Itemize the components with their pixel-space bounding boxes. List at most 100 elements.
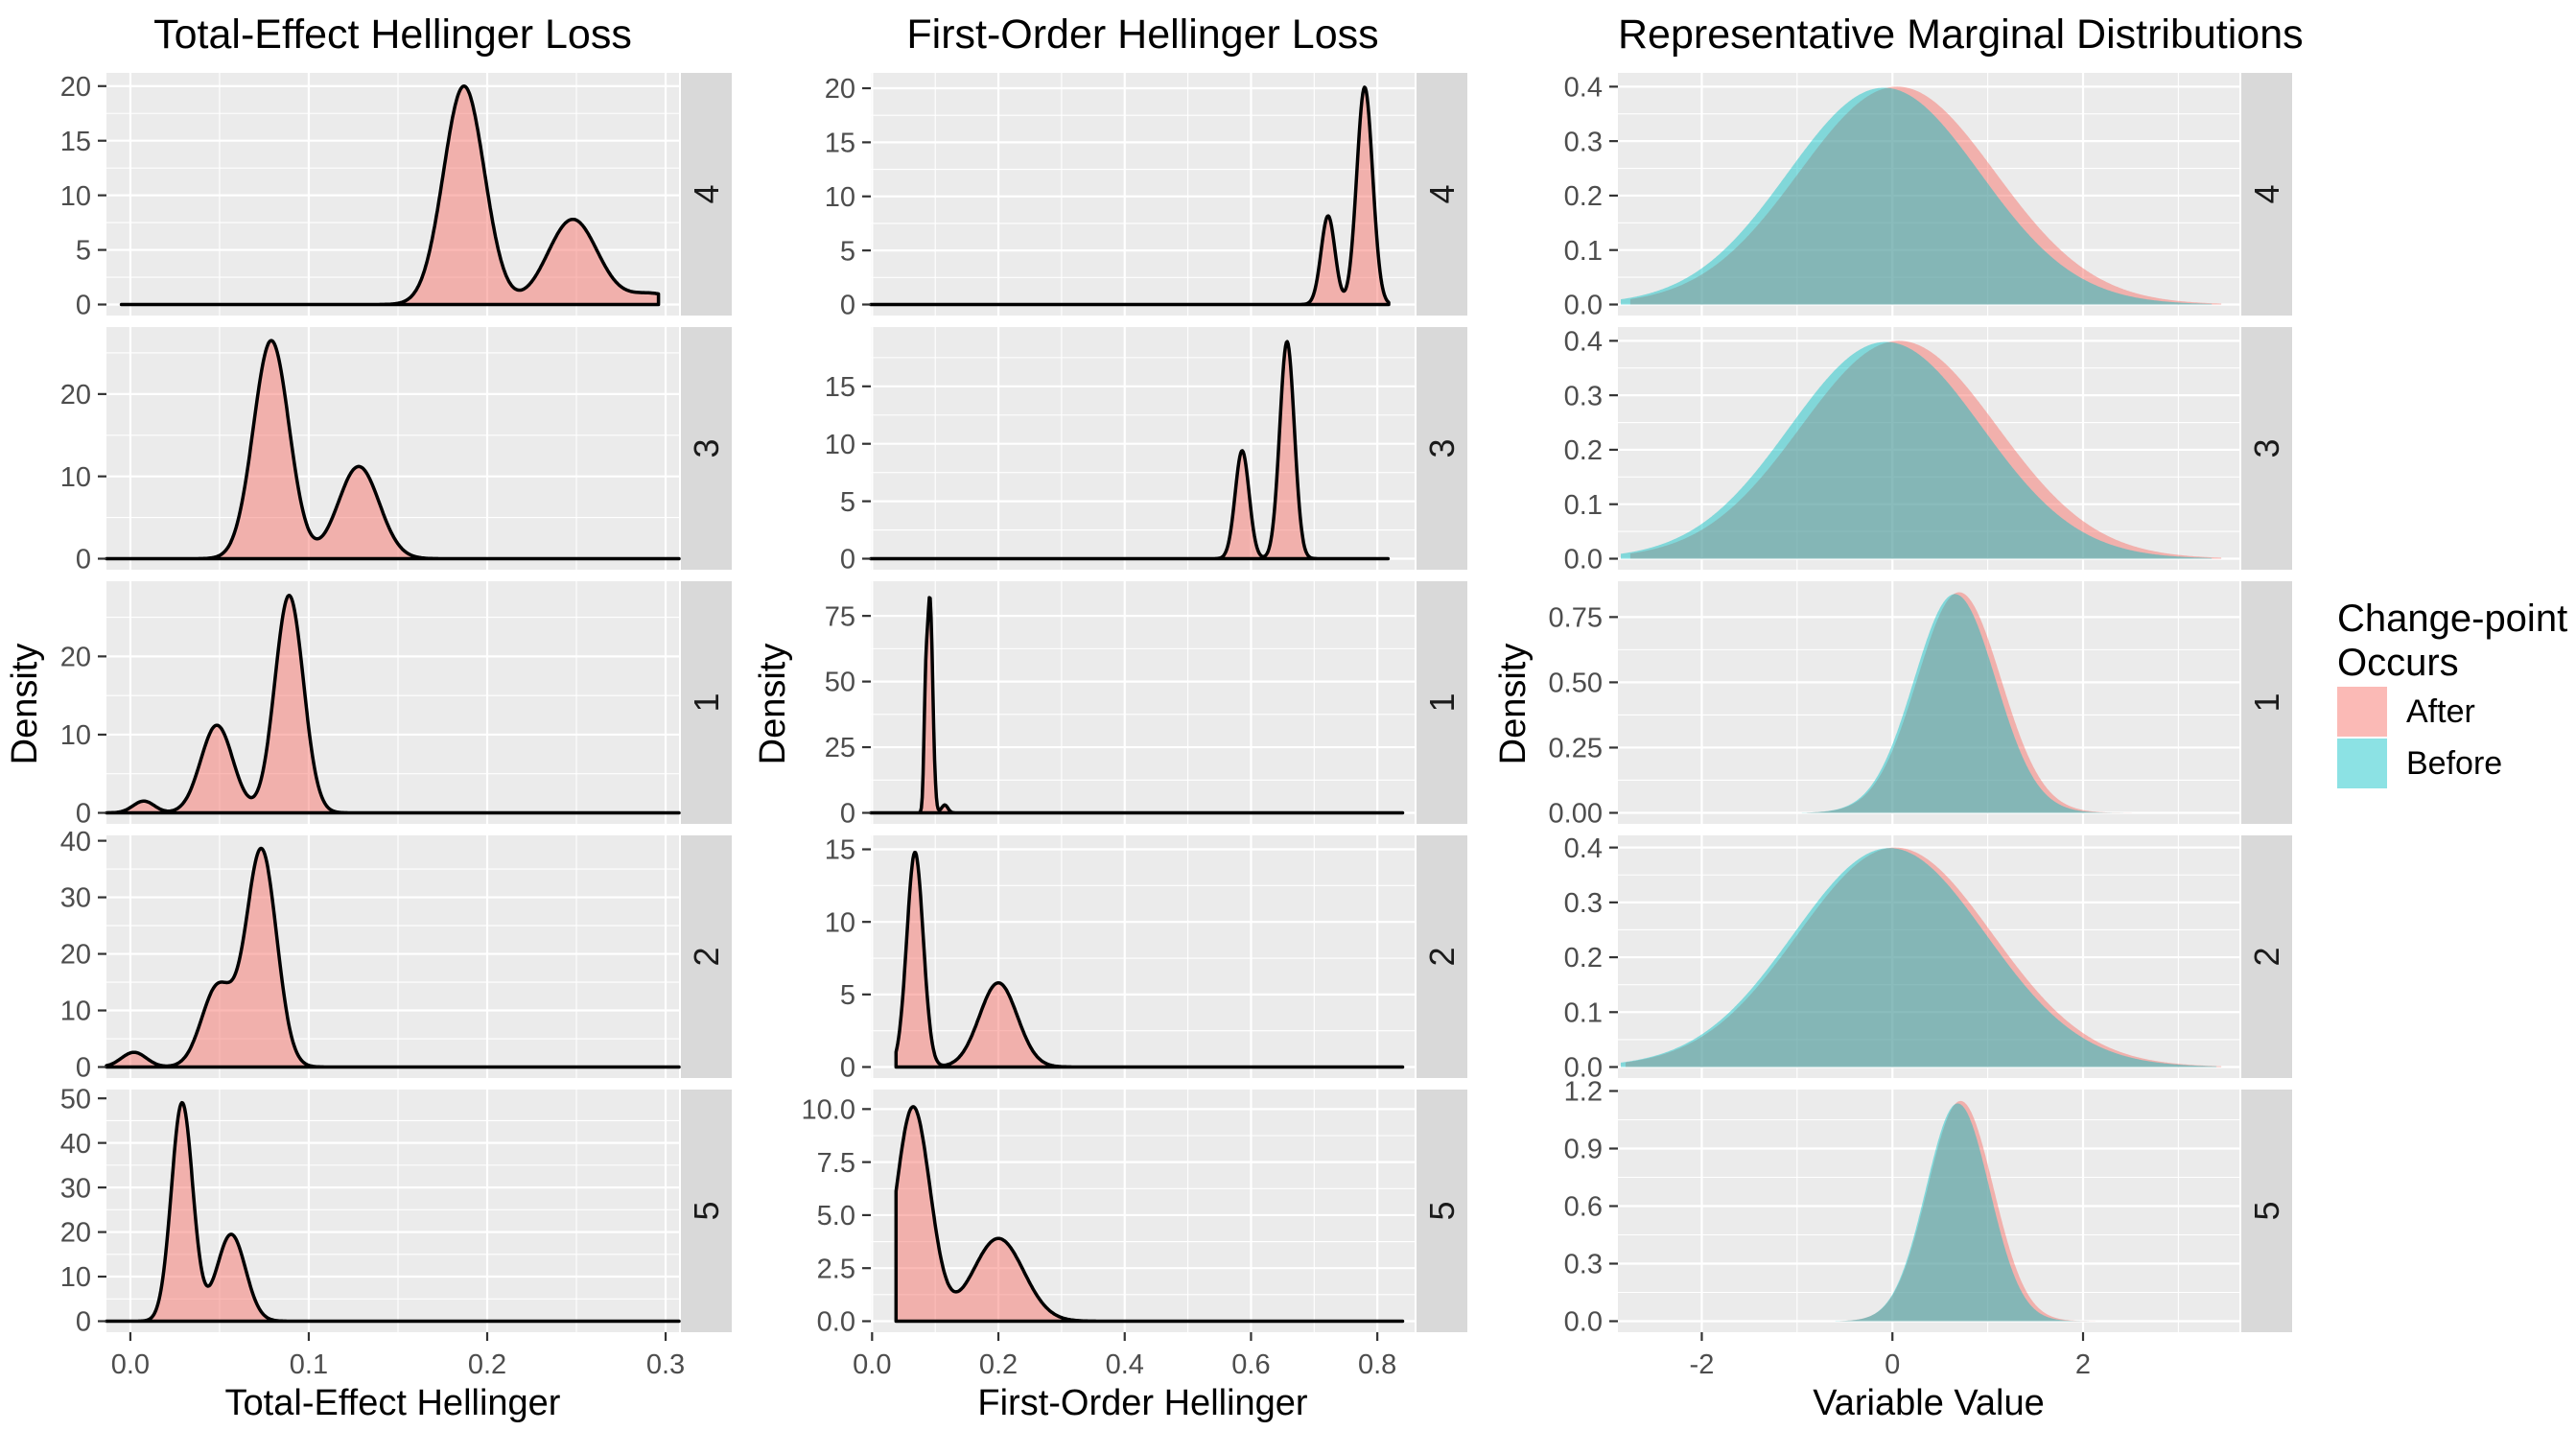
x-tick-label-0: 0.2 [468, 1349, 506, 1380]
facet-1-5: 5 0.0 2.5 5.0 7.5 10.0 [802, 1090, 1467, 1338]
x-tick-label-1: 0.0 [853, 1349, 891, 1380]
y-tick-label-0-1: 20 [60, 643, 91, 673]
strip-1-1 [1417, 581, 1467, 824]
y-tick-label-2-1: 0.25 [1549, 734, 1603, 764]
y-tick-label-2-4: 0.3 [1564, 127, 1603, 157]
strip-label-1-4: 4 [1422, 184, 1462, 203]
y-tick-label-2-5: 0.3 [1564, 1250, 1603, 1280]
density-2-4-after [1629, 86, 2222, 305]
y-tick-label-1-5: 10.0 [802, 1094, 855, 1125]
column-title-first-order: First-Order Hellinger Loss [906, 12, 1379, 58]
x-axis-title-total-effect: Total-Effect Hellinger [224, 1383, 561, 1423]
y-tick-label-0-5: 0 [76, 1307, 91, 1338]
strip-1-4 [1417, 73, 1467, 316]
legend-item-before: Before [2337, 739, 2573, 788]
strip-2-2 [2241, 835, 2292, 1078]
y-axis-title-density-col1: Density [5, 643, 45, 765]
density-2-2-after [1626, 847, 2222, 1067]
panel-1-2 [871, 835, 1415, 1078]
facet-2-4: 4 0.0 0.1 0.2 0.3 0.4 [1564, 72, 2292, 321]
strip-1-3 [1417, 327, 1467, 570]
strip-0-3 [681, 327, 732, 570]
density-0-5-after [106, 1102, 679, 1322]
facet-2-2: 2 0.0 0.1 0.2 0.3 0.4 [1564, 833, 2292, 1084]
x-tick-label-1: 0.8 [1358, 1349, 1396, 1380]
strip-1-2 [1417, 835, 1467, 1078]
panel-0-3 [106, 327, 679, 570]
legend-title: Change-point Occurs [2337, 598, 2568, 684]
y-tick-label-1-2: 0 [840, 1053, 855, 1084]
y-tick-label-0-2: 40 [60, 827, 91, 857]
y-tick-label-0-5: 20 [60, 1218, 91, 1249]
strip-label-0-3: 3 [687, 438, 726, 457]
y-tick-label-0-4: 5 [76, 236, 91, 267]
y-tick-label-1-4: 10 [825, 182, 855, 213]
y-tick-label-1-1: 25 [825, 733, 855, 763]
panel-1-1 [871, 581, 1415, 824]
density-outline-1-5 [894, 1105, 1405, 1324]
y-tick-label-1-2: 5 [840, 980, 855, 1011]
y-tick-label-0-5: 50 [60, 1084, 91, 1114]
y-tick-label-0-1: 0 [76, 799, 91, 830]
strip-0-1 [681, 581, 732, 824]
y-tick-label-1-4: 15 [825, 129, 855, 159]
strip-label-2-5: 5 [2247, 1201, 2286, 1220]
x-tick-label-1: 0.6 [1231, 1349, 1270, 1380]
y-tick-label-2-1: 0.50 [1549, 669, 1603, 699]
facet-1-4: 4 0 5 10 15 20 [825, 73, 1467, 321]
y-tick-label-1-1: 50 [825, 668, 855, 698]
legend-change-point-occurs: Change-point Occurs After Before [2337, 597, 2573, 788]
strip-0-4 [681, 73, 732, 316]
y-tick-label-0-2: 10 [60, 997, 91, 1027]
facet-0-3: 3 0 10 20 [60, 327, 732, 575]
x-tick-label-2: -2 [1690, 1349, 1715, 1380]
density-outline-0-2 [105, 846, 681, 1069]
density-0-4-after [121, 85, 659, 305]
legend-label-after: After [2406, 692, 2475, 730]
y-tick-label-1-2: 10 [825, 907, 855, 938]
y-tick-label-1-1: 75 [825, 601, 855, 632]
facet-1-1: 1 0 25 50 75 [825, 581, 1467, 830]
y-tick-label-0-2: 20 [60, 940, 91, 971]
panel-1-3 [871, 327, 1415, 570]
density-1-3-after [871, 341, 1389, 559]
x-tick-label-2: 2 [2075, 1349, 2091, 1380]
y-tick-label-2-5: 0.6 [1564, 1192, 1603, 1223]
y-tick-label-1-4: 5 [840, 236, 855, 267]
y-tick-label-1-5: 5.0 [817, 1201, 855, 1232]
density-2-3-after [1629, 340, 2222, 559]
y-tick-label-2-2: 0.3 [1564, 888, 1603, 919]
y-tick-label-2-2: 0.1 [1564, 997, 1603, 1028]
y-tick-label-2-3: 0.3 [1564, 381, 1603, 411]
y-tick-label-2-1: 0.00 [1549, 799, 1603, 830]
density-2-5-before [1835, 1103, 2112, 1322]
y-tick-label-0-4: 15 [60, 127, 91, 157]
facet-2-1: 1 0.00 0.25 0.50 0.75 [1549, 581, 2292, 830]
density-2-5-after [1839, 1100, 2117, 1322]
y-tick-label-1-1: 0 [840, 799, 855, 830]
x-tick-label-2: 0 [1885, 1349, 1900, 1380]
density-2-1-after [1806, 592, 2141, 813]
density-outline-1-1 [869, 596, 1405, 815]
y-tick-label-2-4: 0.2 [1564, 181, 1603, 212]
density-outline-0-4 [119, 84, 661, 307]
strip-label-0-1: 1 [687, 692, 726, 712]
density-2-3-before [1621, 341, 2213, 559]
x-tick-label-0: 0.0 [111, 1349, 150, 1380]
density-outline-1-3 [869, 340, 1391, 561]
y-tick-label-2-3: 0.0 [1564, 545, 1603, 575]
y-tick-label-2-3: 0.1 [1564, 490, 1603, 521]
strip-label-1-3: 3 [1422, 438, 1462, 457]
strip-label-2-1: 1 [2247, 692, 2286, 712]
density-outline-1-2 [894, 851, 1405, 1069]
y-tick-label-0-2: 30 [60, 883, 91, 914]
legend-item-after: After [2337, 687, 2573, 737]
facet-2-3: 3 0.0 0.1 0.2 0.3 0.4 [1564, 326, 2292, 575]
x-tick-label-0: 0.1 [290, 1349, 328, 1380]
density-outline-0-1 [105, 594, 681, 815]
